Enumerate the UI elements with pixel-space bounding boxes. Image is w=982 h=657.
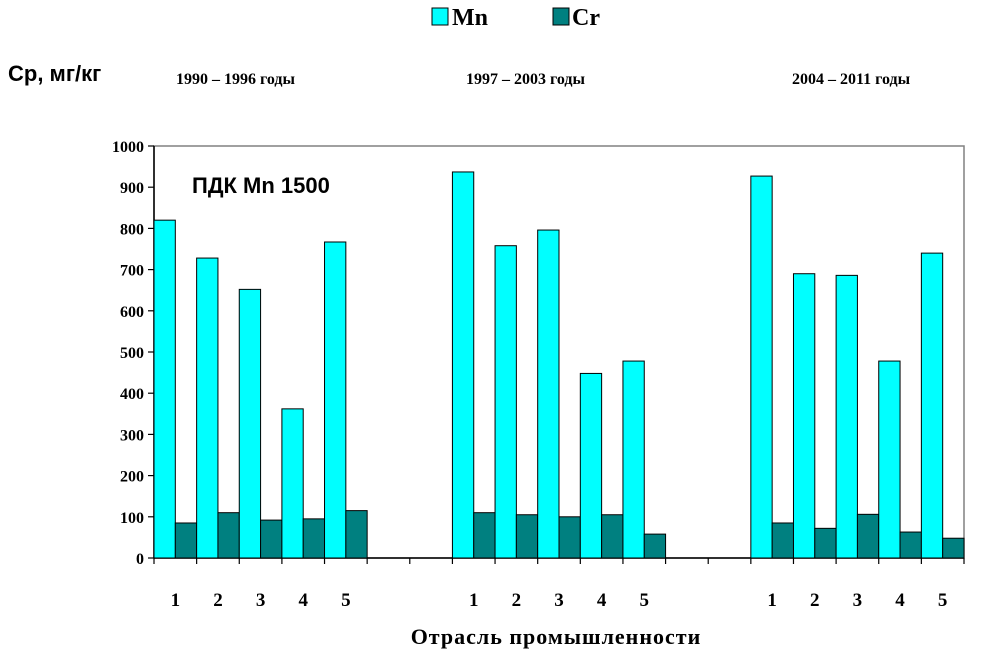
x-tick-label: 1: [171, 590, 181, 611]
bar-mn: [451, 171, 475, 559]
y-tick-label: 900: [120, 180, 144, 197]
x-tick-label: 2: [512, 590, 522, 611]
bar-mn: [792, 273, 816, 559]
x-tick-label: 1: [767, 590, 777, 611]
bar-cr: [856, 513, 880, 559]
y-ticks: 0 100 200 300 400 500 600 700 800 900 1000: [112, 139, 154, 568]
bar-mn: [153, 219, 176, 559]
x-tick-label: 3: [853, 590, 863, 611]
y-tick-label: 300: [120, 427, 144, 444]
bar-mn: [238, 288, 262, 559]
y-tick-label: 1000: [112, 139, 144, 156]
bar-cr: [345, 510, 368, 559]
y-tick-label: 400: [120, 386, 144, 403]
bar-cr: [643, 533, 667, 559]
y-tick-label: 0: [136, 551, 144, 568]
x-axis-label: Отрасль промышленности: [411, 624, 702, 649]
bar-mn: [835, 274, 858, 559]
y-tick-label: 600: [120, 304, 144, 321]
bar-cr: [515, 514, 539, 559]
y-tick-label: 700: [120, 263, 144, 280]
y-axis-label: Ср, мг/кг: [8, 61, 101, 86]
bar-cr: [558, 516, 581, 559]
bar-cr: [899, 531, 922, 559]
bar-cr: [814, 527, 837, 559]
legend-label-cr: Cr: [572, 5, 600, 31]
legend: Mn Cr: [431, 5, 600, 31]
y-tick-label: 100: [120, 510, 144, 527]
period-label-3: 2004 – 2011 годы: [792, 71, 911, 88]
x-tick-label: 4: [895, 590, 905, 611]
bar-cr: [473, 512, 496, 559]
x-tick-label: 2: [213, 590, 223, 611]
x-tick-label: 4: [298, 590, 308, 611]
bar-mn: [324, 241, 347, 559]
y-tick-label: 800: [120, 221, 144, 238]
legend-swatch-cr: [552, 7, 570, 26]
bar-mn: [537, 229, 560, 559]
x-tick-label: 5: [341, 590, 351, 611]
legend-label-mn: Mn: [452, 5, 488, 31]
x-ticks: 1 2 3 4 5 1 2 3 4 5 1 2 3 4 5: [153, 558, 965, 611]
bar-mn: [750, 175, 773, 559]
bar-mn: [622, 360, 645, 559]
legend-swatch-mn: [431, 7, 449, 26]
y-tick-label: 200: [120, 469, 144, 486]
y-tick-label: 500: [120, 345, 144, 362]
x-tick-label: 1: [469, 590, 479, 611]
pdk-annotation: ПДК Mn 1500: [192, 173, 330, 198]
x-tick-label: 5: [938, 590, 948, 611]
bar-cr: [771, 522, 794, 559]
period-label-1: 1990 – 1996 годы: [176, 71, 296, 88]
x-tick-label: 3: [256, 590, 266, 611]
period-label-2: 1997 – 2003 годы: [466, 71, 586, 88]
bar-mn: [878, 360, 901, 559]
bar-mn: [579, 372, 603, 559]
bar-mn: [920, 252, 944, 559]
bar-cr: [302, 518, 326, 559]
bar-cr: [260, 519, 283, 559]
bar-cr: [942, 537, 965, 559]
bars: [153, 171, 965, 559]
bar-mn: [196, 257, 219, 559]
bar-cr: [174, 522, 198, 559]
x-tick-label: 4: [597, 590, 607, 611]
bar-mn: [281, 408, 304, 559]
bar-cr: [601, 514, 624, 559]
x-tick-label: 5: [640, 590, 650, 611]
bar-cr: [217, 512, 240, 559]
x-tick-label: 2: [810, 590, 820, 611]
x-tick-label: 3: [554, 590, 564, 611]
bar-mn: [494, 245, 517, 559]
